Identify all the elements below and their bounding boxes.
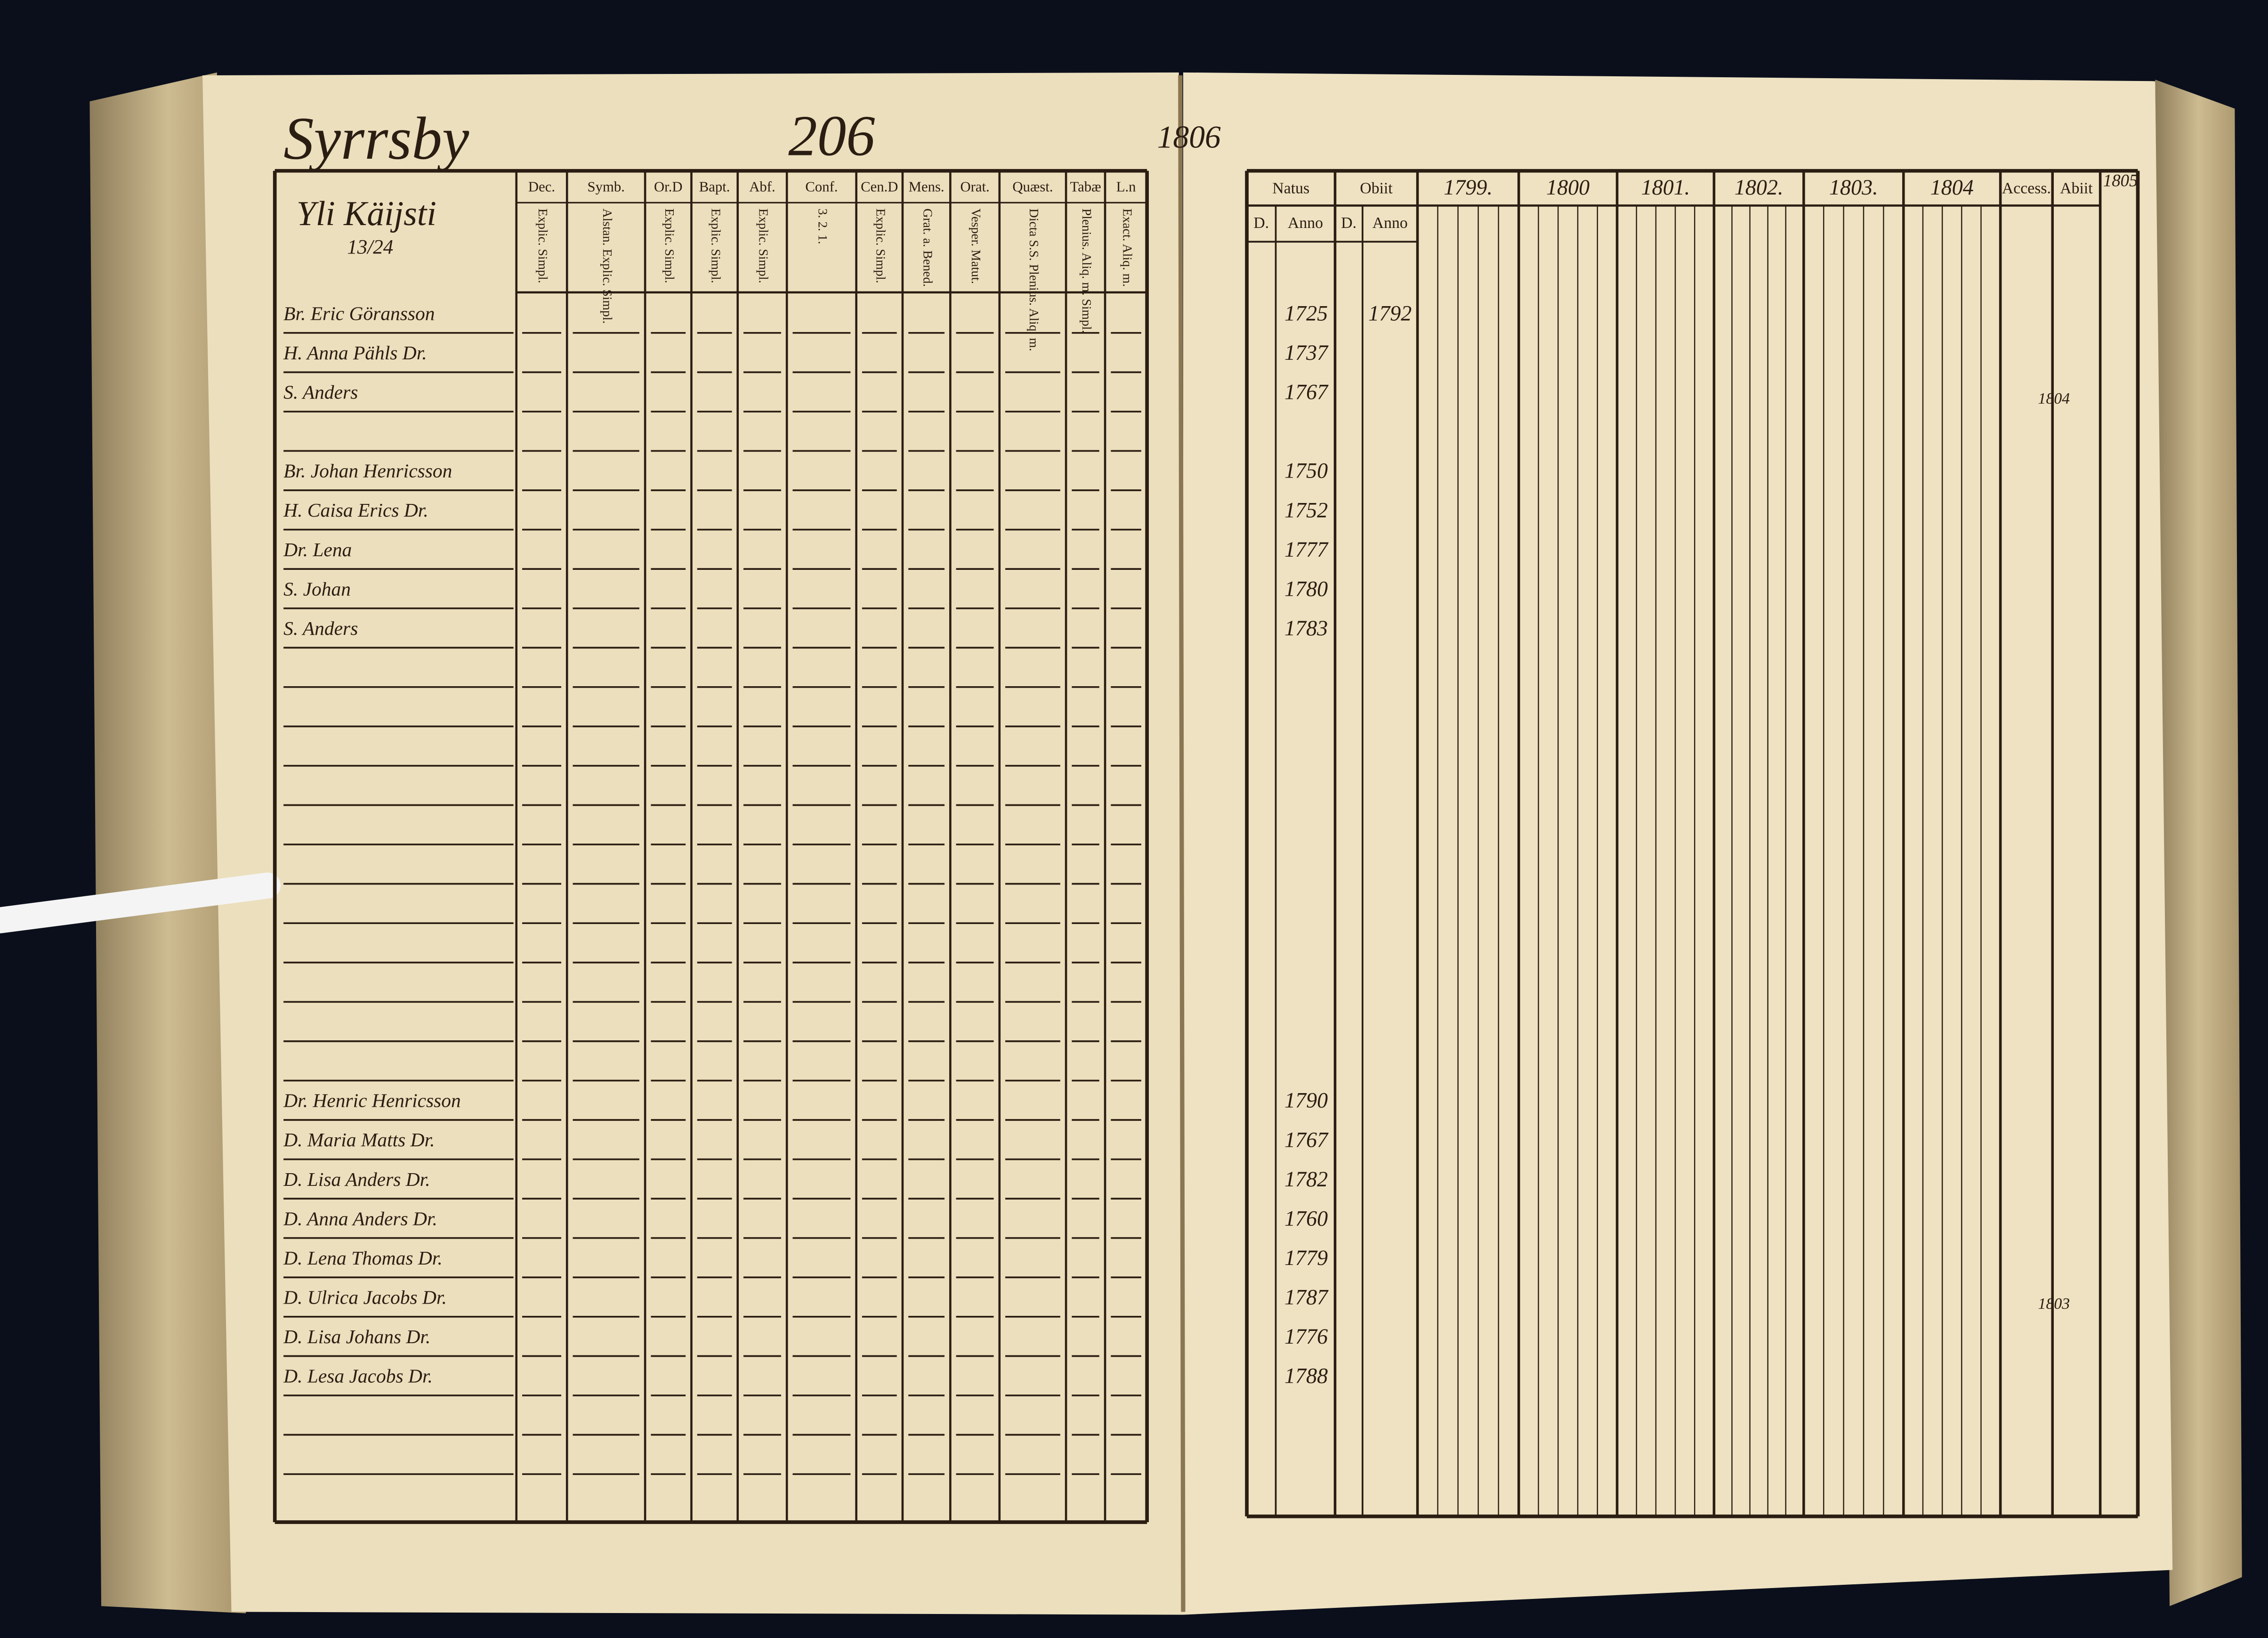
column-sub-label: Explic. Simpl. [873,209,888,284]
birth-year: 1776 [1284,1324,1328,1348]
pointer-stick [0,872,281,933]
person-name: D. Maria Matts Dr. [283,1129,435,1151]
page-edges-right [2155,80,2242,1606]
column-label: Natus [1272,179,1309,197]
person-name: D. Lisa Johans Dr. [283,1326,430,1347]
birth-year: 1790 [1284,1088,1328,1112]
column-sub-label: Alstan. Explic. Simpl. [600,209,615,324]
column-sub-label: Explic. Simpl. [536,209,550,284]
page-number: 206 [788,103,875,168]
accessit-year: 1803 [2038,1295,2070,1313]
person-name: D. Anna Anders Dr. [283,1208,437,1229]
person-name: H. Anna Pähls Dr. [283,342,427,364]
column-label: Bapt. [699,179,730,195]
sub-label: D. [1253,214,1269,232]
column-sub-label: Explic. Simpl. [709,209,723,284]
column-label: Tabæ [1070,179,1101,195]
column-sub-label: Plenius. Aliq. m. Simpl. [1080,209,1094,333]
sub-label: Anno [1288,214,1323,232]
sub-label: D. [1341,214,1356,232]
birth-year: 1767 [1284,380,1329,404]
left-page [202,72,1183,1615]
column-sub-label: Vesper. Matut. [969,209,984,284]
birth-year: 1782 [1284,1167,1328,1191]
person-name: S. Anders [283,617,358,639]
birth-year: 1725 [1284,301,1328,325]
column-label: Abf. [749,179,775,195]
column-sub-label: Dicta S.S. Plenius. Aliq. m. [1027,209,1041,351]
column-sub-label: 3. 2. 1. [816,209,831,244]
birth-year: 1752 [1284,498,1328,522]
column-label: 1799. [1444,175,1493,199]
person-name: H. Caisa Erics Dr. [283,499,428,521]
person-name: D. Lena Thomas Dr. [283,1247,443,1269]
column-label: Orat. [960,179,989,195]
column-label: 1801. [1641,175,1690,199]
birth-year: 1779 [1284,1246,1328,1270]
column-label: Or.D [654,179,683,195]
column-label: Abiit [2060,179,2093,197]
birth-year: 1780 [1284,576,1328,600]
column-label: L.n [1116,179,1136,195]
left-table: Dec. Explic. Simpl. Symb. Alstan. Explic. S… [273,169,1149,1524]
column-sub-label: Exact. Aliq. m. [1120,209,1135,287]
person-name: D. Lesa Jacobs Dr. [283,1365,433,1387]
farm-name: Yli Käijsti [297,194,436,233]
birth-year: 1737 [1284,341,1329,365]
birth-year: 1788 [1284,1364,1328,1388]
person-name: S. Johan [283,578,351,600]
birth-year: 1750 [1284,459,1328,483]
column-label: Quæst. [1012,179,1053,195]
column-label: Mens. [909,179,944,195]
column-label: 1802. [1735,175,1784,199]
column-sub-label: Explic. Simpl. [757,209,771,284]
birth-year: 1787 [1284,1285,1329,1309]
year-mark: 1806 [1157,120,1221,155]
page-edges-left [89,72,246,1614]
accessit-year: 1804 [2038,390,2070,407]
person-name: Dr. Henric Henricsson [283,1090,461,1111]
column-label: Conf. [805,179,838,195]
column-label: Cen.D [861,179,898,195]
person-name: Dr. Lena [283,539,352,560]
person-name: Br. Johan Henricsson [283,460,452,482]
person-name: D. Ulrica Jacobs Dr. [283,1286,447,1308]
column-label: Dec. [528,179,555,195]
gutter [1178,75,1186,1612]
column-label: Obiit [1360,179,1393,197]
column-label: 1800 [1546,175,1590,199]
person-name: D. Lisa Anders Dr. [283,1168,430,1190]
death-year: 1792 [1368,301,1412,325]
farm-share: 13/24 [347,236,393,258]
right-table: Natus Obiit 1799. 1800 1801. 1802. 1803. 1804 Ac… [1245,169,2140,1518]
right-page [1183,72,2173,1615]
birth-year: 1760 [1284,1206,1328,1230]
sub-label: Anno [1372,214,1408,232]
column-label: 1804 [1930,175,1974,199]
column-label: Access. [2002,179,2051,197]
birth-year: 1767 [1284,1127,1329,1151]
column-sub-label: Explic. Simpl. [662,209,677,284]
birth-year: 1783 [1284,616,1328,640]
person-name: S. Anders [283,381,358,403]
next-year: 1805 [2103,171,2138,190]
person-name: Br. Eric Göransson [283,302,435,324]
column-sub-label: Grat. a. Bened. [920,209,935,287]
place-name: Syrrsby [283,105,469,172]
column-label: 1803. [1829,175,1878,199]
column-label: Symb. [588,179,625,195]
birth-year: 1777 [1284,537,1329,561]
